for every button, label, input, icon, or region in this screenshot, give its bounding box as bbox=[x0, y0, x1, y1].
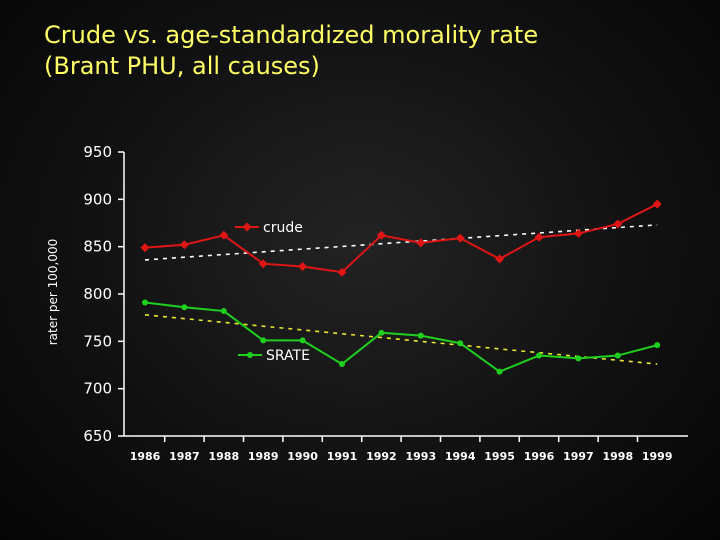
crude-legend-label: crude bbox=[263, 220, 303, 236]
chart-title: Crude vs. age-standardized morality rate… bbox=[44, 20, 538, 82]
srate-point bbox=[575, 355, 582, 362]
crude-point bbox=[219, 230, 229, 240]
y-tick-label: 800 bbox=[83, 285, 112, 303]
crude-point bbox=[613, 219, 623, 229]
srate-point bbox=[614, 352, 621, 359]
crude-point bbox=[652, 199, 662, 209]
srate-point bbox=[181, 304, 188, 311]
x-tick-label: 1987 bbox=[169, 450, 200, 463]
y-axis-label: rater per 100,000 bbox=[46, 239, 60, 346]
crude-legend-marker bbox=[242, 222, 252, 232]
x-tick-label: 1999 bbox=[642, 450, 673, 463]
axes: 650 700 750 800 850 900 950 1986 1987 1988 1989 199… bbox=[83, 143, 688, 463]
srate-point bbox=[299, 337, 306, 344]
srate-point bbox=[260, 337, 267, 344]
crude-point bbox=[140, 243, 150, 253]
crude-point bbox=[337, 267, 347, 277]
x-tick-label: 1996 bbox=[524, 450, 555, 463]
x-tick-label: 1986 bbox=[130, 450, 161, 463]
x-tick-label: 1990 bbox=[287, 450, 318, 463]
crude-trend-line bbox=[144, 224, 658, 261]
crude-point bbox=[416, 238, 426, 248]
crude-point bbox=[573, 228, 583, 238]
srate-point bbox=[142, 299, 148, 306]
chart-title-line-2: (Brant PHU, all causes) bbox=[44, 52, 320, 80]
chart-title-line-1: Crude vs. age-standardized morality rate bbox=[44, 21, 539, 49]
x-tick-label: 1991 bbox=[327, 450, 358, 463]
x-tick-label: 1988 bbox=[208, 450, 239, 463]
srate-series-line bbox=[144, 301, 658, 373]
srate-point bbox=[496, 368, 503, 375]
srate-point bbox=[654, 342, 661, 349]
srate-point bbox=[378, 329, 385, 336]
x-tick-label: 1992 bbox=[366, 450, 397, 463]
x-tick-label: 1995 bbox=[484, 450, 515, 463]
series-lines bbox=[140, 199, 662, 375]
crude-point bbox=[376, 230, 386, 240]
y-tick-label: 650 bbox=[83, 427, 112, 445]
y-tick-label: 700 bbox=[83, 380, 112, 398]
srate-point bbox=[220, 308, 227, 315]
y-tick-label: 750 bbox=[83, 332, 112, 350]
y-tick-label: 900 bbox=[83, 190, 112, 208]
y-tick-label: 950 bbox=[83, 143, 112, 161]
legend: crude SRATE bbox=[235, 220, 310, 364]
x-tick-label: 1998 bbox=[602, 450, 633, 463]
srate-legend-marker bbox=[247, 352, 253, 358]
srate-legend-label: SRATE bbox=[266, 348, 310, 364]
srate-point bbox=[457, 340, 464, 347]
x-tick-label: 1997 bbox=[563, 450, 594, 463]
crude-point bbox=[258, 259, 268, 269]
srate-point bbox=[536, 352, 542, 359]
x-tick-label: 1994 bbox=[445, 450, 476, 463]
crude-series-line bbox=[144, 203, 658, 274]
crude-point bbox=[455, 233, 465, 243]
x-tick-label: 1993 bbox=[405, 450, 436, 463]
srate-point bbox=[339, 361, 345, 368]
srate-point bbox=[417, 332, 424, 339]
y-tick-label: 850 bbox=[83, 238, 112, 256]
crude-point bbox=[534, 232, 544, 242]
crude-point bbox=[495, 254, 505, 264]
crude-point bbox=[179, 240, 189, 250]
x-tick-label: 1989 bbox=[248, 450, 279, 463]
trend-lines bbox=[144, 224, 658, 365]
crude-point bbox=[298, 262, 308, 272]
